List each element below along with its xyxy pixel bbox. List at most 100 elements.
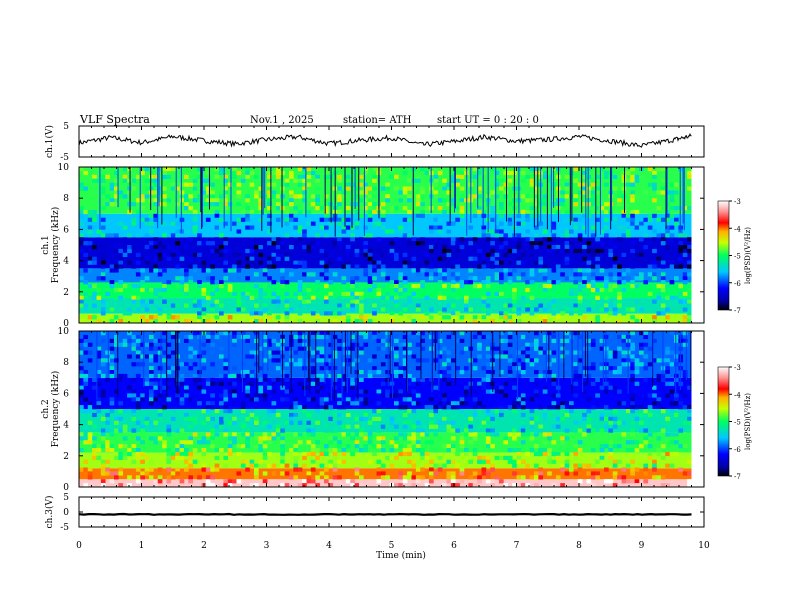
spectral-cell (660, 217, 666, 222)
spectral-cell (293, 432, 299, 437)
spectral-cell (284, 252, 290, 257)
spectral-cell (429, 459, 434, 464)
spectral-cell (682, 373, 688, 379)
spectral-cell (245, 334, 250, 340)
spectral-cell (267, 206, 272, 211)
spectral-cell (302, 463, 307, 468)
x-tick-label: 0 (76, 541, 82, 551)
spectral-cell (219, 420, 224, 425)
spectral-cell (582, 284, 587, 289)
spectral-cell (197, 299, 202, 304)
spectral-cell (512, 448, 517, 453)
spectral-cell (472, 276, 478, 281)
spectral-cell (682, 299, 688, 304)
spectral-cell (634, 252, 640, 257)
spectral-cell (219, 225, 224, 230)
spectral-cell (450, 272, 456, 277)
spectral-cell (205, 276, 211, 281)
spectral-cell (411, 268, 417, 273)
spectral-cell (442, 416, 447, 421)
spectral-cell (442, 393, 447, 398)
spectral-cell (144, 276, 150, 281)
spectral-cell (407, 397, 412, 402)
spectral-cell (643, 463, 649, 468)
spectral-cell (166, 479, 172, 484)
spectral-cell (621, 280, 627, 285)
spectral-cell (245, 467, 250, 472)
spectral-cell (608, 385, 614, 390)
spectral-cell (516, 432, 522, 437)
spectral-cell (310, 459, 316, 464)
spectral-cell (490, 319, 495, 324)
spectral-cell (652, 276, 657, 281)
spectral-cell (599, 428, 605, 433)
spectral-cell (175, 319, 180, 324)
spectral-cell (564, 256, 570, 261)
spectral-cell (219, 217, 224, 222)
spectral-cell (625, 170, 631, 176)
spectral-cell (464, 385, 469, 390)
spectral-cell (315, 358, 320, 363)
spectral-cell (315, 350, 320, 355)
spectral-cell (359, 370, 364, 375)
spectral-cell (315, 381, 320, 386)
spectral-cell (92, 436, 97, 441)
spectral-cell (459, 209, 465, 215)
spectral-cell (114, 170, 119, 176)
spectral-cell (647, 241, 653, 246)
spectral-cell (429, 397, 434, 402)
spectral-cell (507, 405, 513, 410)
spectral-cell (472, 213, 478, 218)
spectral-cell (162, 401, 167, 406)
spectral-cell (459, 401, 465, 406)
spectral-cell (660, 272, 666, 277)
spectral-cell (109, 479, 115, 484)
spectral-cell (144, 194, 150, 199)
spectral-cell (415, 264, 421, 269)
spectral-cell (114, 331, 119, 336)
spectral-cell (140, 268, 145, 273)
spectral-cell (337, 475, 342, 480)
spectral-cell (604, 307, 609, 312)
spectral-cell (275, 167, 281, 172)
spectral-cell (184, 459, 189, 464)
spectral-cell (245, 291, 250, 296)
spectral-cell (92, 412, 97, 418)
spectral-cell (96, 401, 102, 406)
spectral-cell (380, 393, 386, 398)
spectral-cell (411, 213, 417, 218)
spectral-cell (315, 389, 320, 394)
spectral-cell (424, 167, 430, 172)
spectral-cell (542, 202, 548, 207)
spectral-cell (140, 206, 145, 211)
spectral-cell (114, 178, 119, 183)
spectral-cell (415, 303, 421, 308)
spectral-cell (529, 167, 535, 172)
spectral-cell (109, 186, 115, 191)
spectral-cell (639, 260, 644, 265)
spectral-cell (337, 182, 342, 187)
spectral-cell (192, 225, 198, 230)
spectral-cell (394, 350, 399, 355)
spectral-cell (232, 264, 237, 269)
spectral-cell (595, 315, 600, 320)
spectral-cell (144, 221, 150, 226)
spectral-cell (582, 463, 587, 468)
spectral-cell (577, 350, 583, 355)
spectral-cell (394, 424, 399, 429)
spectral-cell (639, 237, 644, 242)
spectral-cell (332, 362, 338, 367)
spectral-cell (551, 287, 557, 293)
spectral-cell (310, 358, 316, 363)
spectral-cell (472, 409, 478, 414)
spectral-cell (184, 448, 189, 453)
spectral-cell (92, 315, 97, 320)
x-tick-label: 9 (639, 541, 645, 551)
spectral-cell (249, 409, 255, 414)
spectral-cell (634, 483, 640, 488)
spectral-cell (468, 475, 474, 480)
spectral-cell (275, 237, 281, 242)
spectral-cell (153, 198, 159, 203)
spectral-cell (157, 307, 163, 312)
spectral-cell (682, 276, 688, 281)
